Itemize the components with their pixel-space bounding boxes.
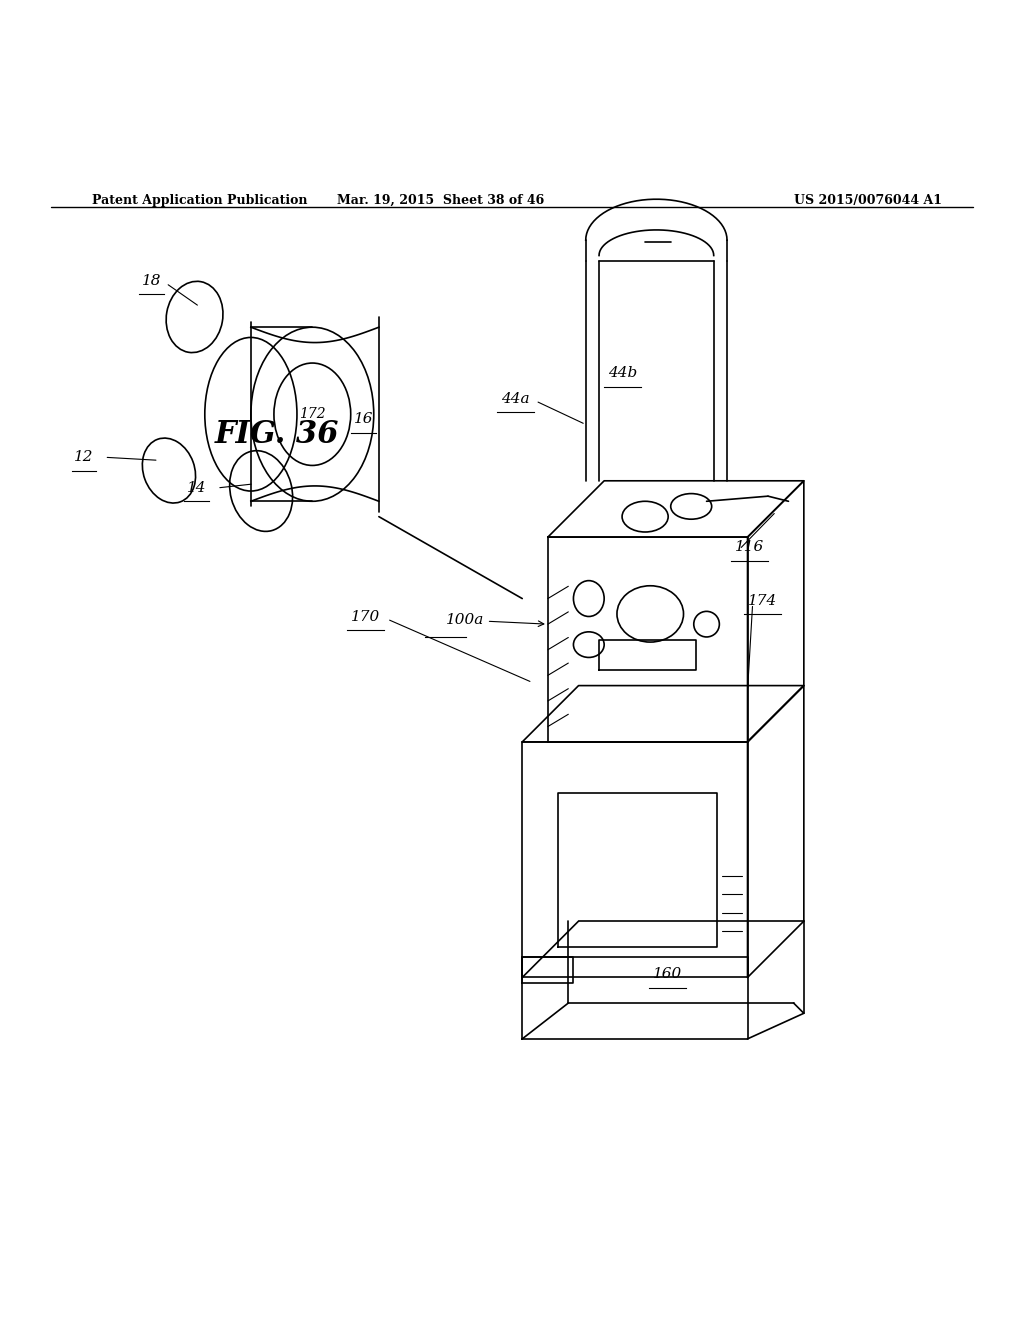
Text: 12: 12	[74, 450, 94, 465]
Text: 172: 172	[299, 408, 326, 421]
Text: 174: 174	[749, 594, 777, 607]
Text: Patent Application Publication: Patent Application Publication	[92, 194, 307, 207]
Text: 116: 116	[735, 540, 764, 554]
Text: 44b: 44b	[608, 366, 637, 380]
Text: 18: 18	[141, 275, 162, 288]
Text: US 2015/0076044 A1: US 2015/0076044 A1	[794, 194, 942, 207]
Text: 14: 14	[186, 480, 207, 495]
Text: Mar. 19, 2015  Sheet 38 of 46: Mar. 19, 2015 Sheet 38 of 46	[337, 194, 544, 207]
Text: FIG. 36: FIG. 36	[214, 420, 339, 450]
Text: 160: 160	[653, 968, 682, 981]
Text: 170: 170	[351, 610, 380, 624]
Text: 100a: 100a	[445, 614, 544, 627]
Text: 16: 16	[353, 412, 374, 426]
Text: 44a: 44a	[501, 392, 529, 405]
